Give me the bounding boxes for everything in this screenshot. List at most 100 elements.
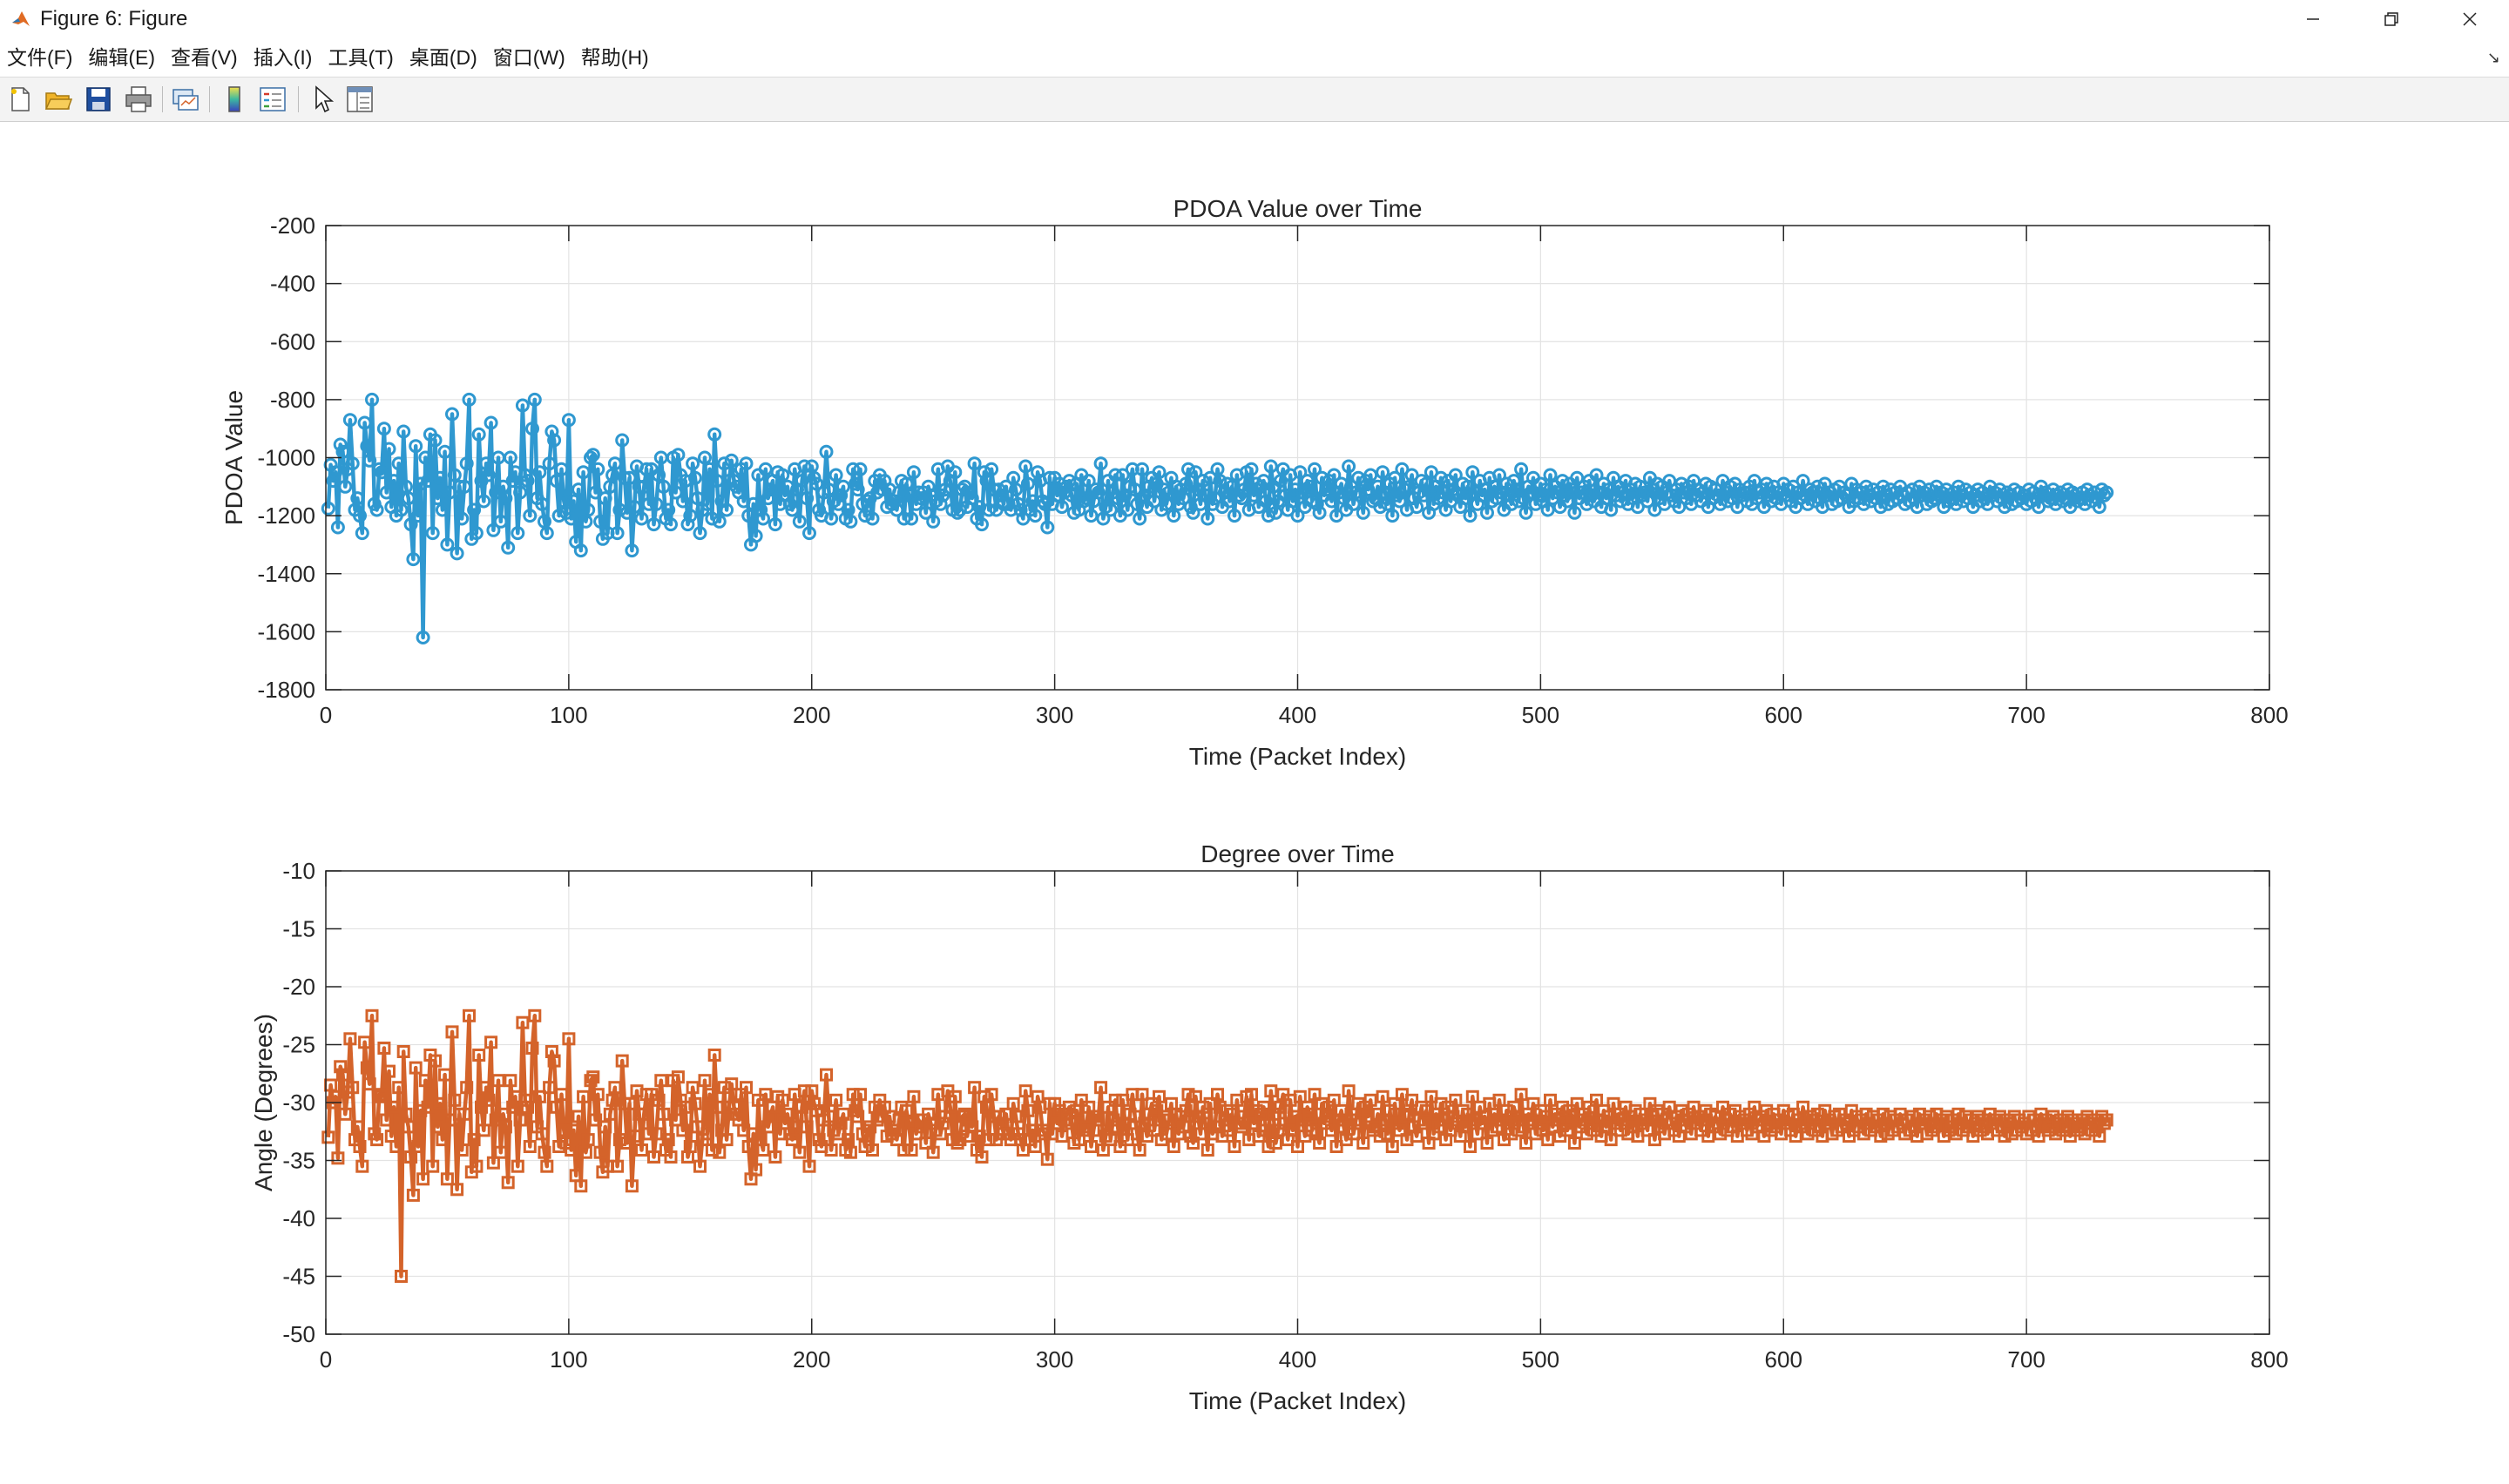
data-point [683, 509, 698, 523]
data-point [2093, 1130, 2107, 1143]
data-point [401, 491, 416, 506]
data-point [967, 456, 982, 471]
data-point [843, 514, 858, 529]
data-point [775, 468, 790, 482]
data-point [600, 526, 615, 541]
link-plot-icon[interactable] [171, 84, 200, 114]
data-point [555, 1088, 568, 1102]
data-point [1410, 1130, 1424, 1143]
data-point [525, 422, 539, 436]
open-file-icon[interactable] [44, 84, 73, 114]
data-point [566, 494, 581, 509]
data-point [1905, 482, 1920, 497]
insert-legend-icon[interactable] [258, 84, 287, 114]
data-point [1227, 509, 1241, 523]
data-point [1274, 1100, 1288, 1114]
data-point [1363, 468, 1378, 482]
x-tick-label: 0 [320, 1346, 332, 1373]
data-point [854, 1088, 867, 1102]
menu-insert[interactable]: 插入(I) [253, 46, 313, 69]
data-point [447, 468, 462, 482]
data-point [571, 1110, 585, 1123]
property-inspector-icon[interactable] [345, 84, 375, 114]
data-point [1582, 1100, 1596, 1114]
data-point [1084, 509, 1099, 523]
data-point [391, 456, 406, 471]
new-figure-icon[interactable] [5, 84, 35, 114]
data-point [436, 1133, 450, 1147]
data-point [687, 470, 702, 485]
data-point [527, 392, 542, 407]
data-point [1254, 1107, 1268, 1121]
data-point [717, 456, 732, 471]
data-point [1465, 465, 1480, 480]
data-point [1567, 1137, 1581, 1150]
data-point [477, 1123, 490, 1137]
data-point [863, 1120, 877, 1134]
degree-axes[interactable]: 0 100 200 300 400 500 600 700 800 -50 -45 -40 -35 -30… [250, 840, 2289, 1414]
dock-arrow-icon[interactable]: ↘ [2486, 49, 2500, 66]
insert-colorbar-icon[interactable] [220, 84, 249, 114]
data-point [584, 450, 598, 465]
pdoa-axes[interactable]: 0 100 200 300 400 500 600 700 800 -1800 -1600 -1400… [220, 195, 2289, 770]
chart-title: Degree over Time [1200, 840, 1395, 867]
data-point [593, 514, 608, 529]
menu-desktop[interactable]: 桌面(D) [409, 46, 477, 69]
data-point [1560, 1123, 1574, 1137]
data-point [1325, 1123, 1338, 1137]
data-point [2080, 1110, 2094, 1123]
data-point [576, 465, 591, 480]
data-point [1517, 1120, 1531, 1134]
data-point [428, 433, 443, 448]
data-point [1207, 491, 1222, 506]
data-point [637, 1107, 651, 1121]
data-point [321, 501, 335, 516]
data-point [1089, 1110, 1103, 1123]
restore-button[interactable] [2352, 0, 2431, 38]
data-point [469, 526, 484, 541]
save-icon[interactable] [84, 84, 113, 114]
data-point [875, 482, 889, 497]
menu-view[interactable]: 查看(V) [171, 46, 238, 69]
data-point [1188, 1089, 1202, 1103]
data-point [822, 1110, 835, 1123]
menu-file[interactable]: 文件(F) [7, 46, 73, 69]
data-point [505, 474, 520, 489]
data-point [547, 433, 562, 448]
edit-plot-icon[interactable] [308, 84, 338, 114]
data-point [975, 517, 989, 532]
data-point [518, 1093, 532, 1107]
data-point [664, 517, 678, 532]
y-tick-label: -45 [282, 1264, 315, 1290]
menu-window[interactable]: 窗口(W) [492, 46, 565, 69]
data-point [1978, 1120, 1992, 1134]
menu-tools[interactable]: 工具(T) [328, 46, 394, 69]
data-point [1040, 1152, 1054, 1166]
data-point [1009, 482, 1023, 497]
data-point [321, 1130, 335, 1144]
data-point [1021, 1103, 1035, 1117]
data-point [471, 427, 486, 442]
x-tick-label: 400 [1279, 702, 1316, 728]
menu-edit[interactable]: 编辑(E) [88, 46, 156, 69]
data-point [853, 462, 868, 476]
y-tick-label: -25 [282, 1032, 315, 1058]
data-point [404, 1150, 418, 1164]
data-point [639, 462, 654, 476]
data-point [440, 537, 455, 552]
data-point [539, 526, 554, 541]
data-point [649, 1127, 663, 1141]
y-tick-label: -1200 [258, 503, 316, 529]
print-icon[interactable] [124, 84, 153, 114]
data-point [409, 1061, 423, 1075]
minimize-button[interactable] [2274, 0, 2352, 38]
data-point [1480, 1137, 1494, 1150]
menu-help[interactable]: 帮助(H) [580, 46, 649, 69]
data-point [1510, 1110, 1523, 1123]
data-point [652, 468, 666, 482]
data-point [544, 424, 559, 439]
data-point [800, 491, 815, 506]
x-tick-label: 700 [2007, 1346, 2045, 1373]
close-button[interactable] [2431, 0, 2509, 38]
data-point [1179, 1103, 1193, 1117]
